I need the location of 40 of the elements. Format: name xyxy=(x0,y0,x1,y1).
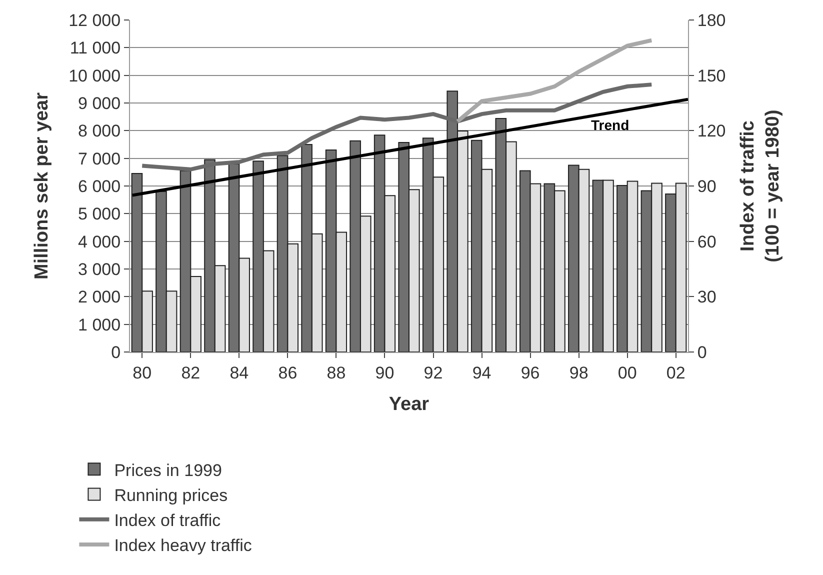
y2-tick-label: 120 xyxy=(697,122,726,141)
y-tick-label: 3 000 xyxy=(78,260,121,279)
x-tick-label: 90 xyxy=(375,363,394,382)
y-axis-title: Millions sek per year xyxy=(31,92,52,280)
y2-tick-label: 180 xyxy=(697,10,726,30)
x-axis-title: Year xyxy=(388,394,430,416)
y-tick-label: 7 000 xyxy=(78,149,121,168)
y-tick-label: 8 000 xyxy=(78,122,121,141)
x-tick-label: 82 xyxy=(181,363,200,382)
y2-tick-label: 60 xyxy=(697,232,716,252)
legend-label: Prices in 1999 xyxy=(114,460,222,480)
x-tick-label: 80 xyxy=(132,363,152,382)
y-tick-label: 10 000 xyxy=(68,66,121,86)
y-tick-label: 2 000 xyxy=(78,288,121,307)
x-tick-label: 96 xyxy=(520,363,540,382)
x-tick-label: 02 xyxy=(666,363,686,382)
y2-axis-title: Index of traffic (100 = year 1980) xyxy=(738,110,784,262)
legend-label: Running prices xyxy=(114,486,228,505)
x-tick-label: 86 xyxy=(278,363,298,382)
legend-label: Index of traffic xyxy=(114,510,222,530)
legend-label: Index heavy traffic xyxy=(114,536,252,556)
x-tick-label: 98 xyxy=(569,363,588,382)
x-tick-label: 88 xyxy=(326,363,346,382)
y-tick-label: 5 000 xyxy=(78,204,121,224)
series-label: Trend xyxy=(591,117,630,133)
y-tick-label: 11 000 xyxy=(70,38,121,58)
y-tick-label: 9 000 xyxy=(78,94,121,113)
x-tick-label: 92 xyxy=(424,363,443,382)
x-tick-label: 84 xyxy=(230,363,249,382)
y2-tick-label: 150 xyxy=(697,66,726,86)
y2-tick-label: 0 xyxy=(697,342,707,362)
y-tick-label: 6 000 xyxy=(78,176,121,196)
y-tick-label: 0 xyxy=(111,342,121,362)
x-tick-label: 00 xyxy=(618,363,637,382)
y2-tick-label: 30 xyxy=(697,288,716,307)
y2-tick-label: 90 xyxy=(697,176,716,196)
y-tick-label: 12 000 xyxy=(68,10,121,30)
y-tick-label: 1 000 xyxy=(78,315,121,334)
x-tick-label: 94 xyxy=(472,363,492,382)
y-tick-label: 4 000 xyxy=(78,232,121,252)
